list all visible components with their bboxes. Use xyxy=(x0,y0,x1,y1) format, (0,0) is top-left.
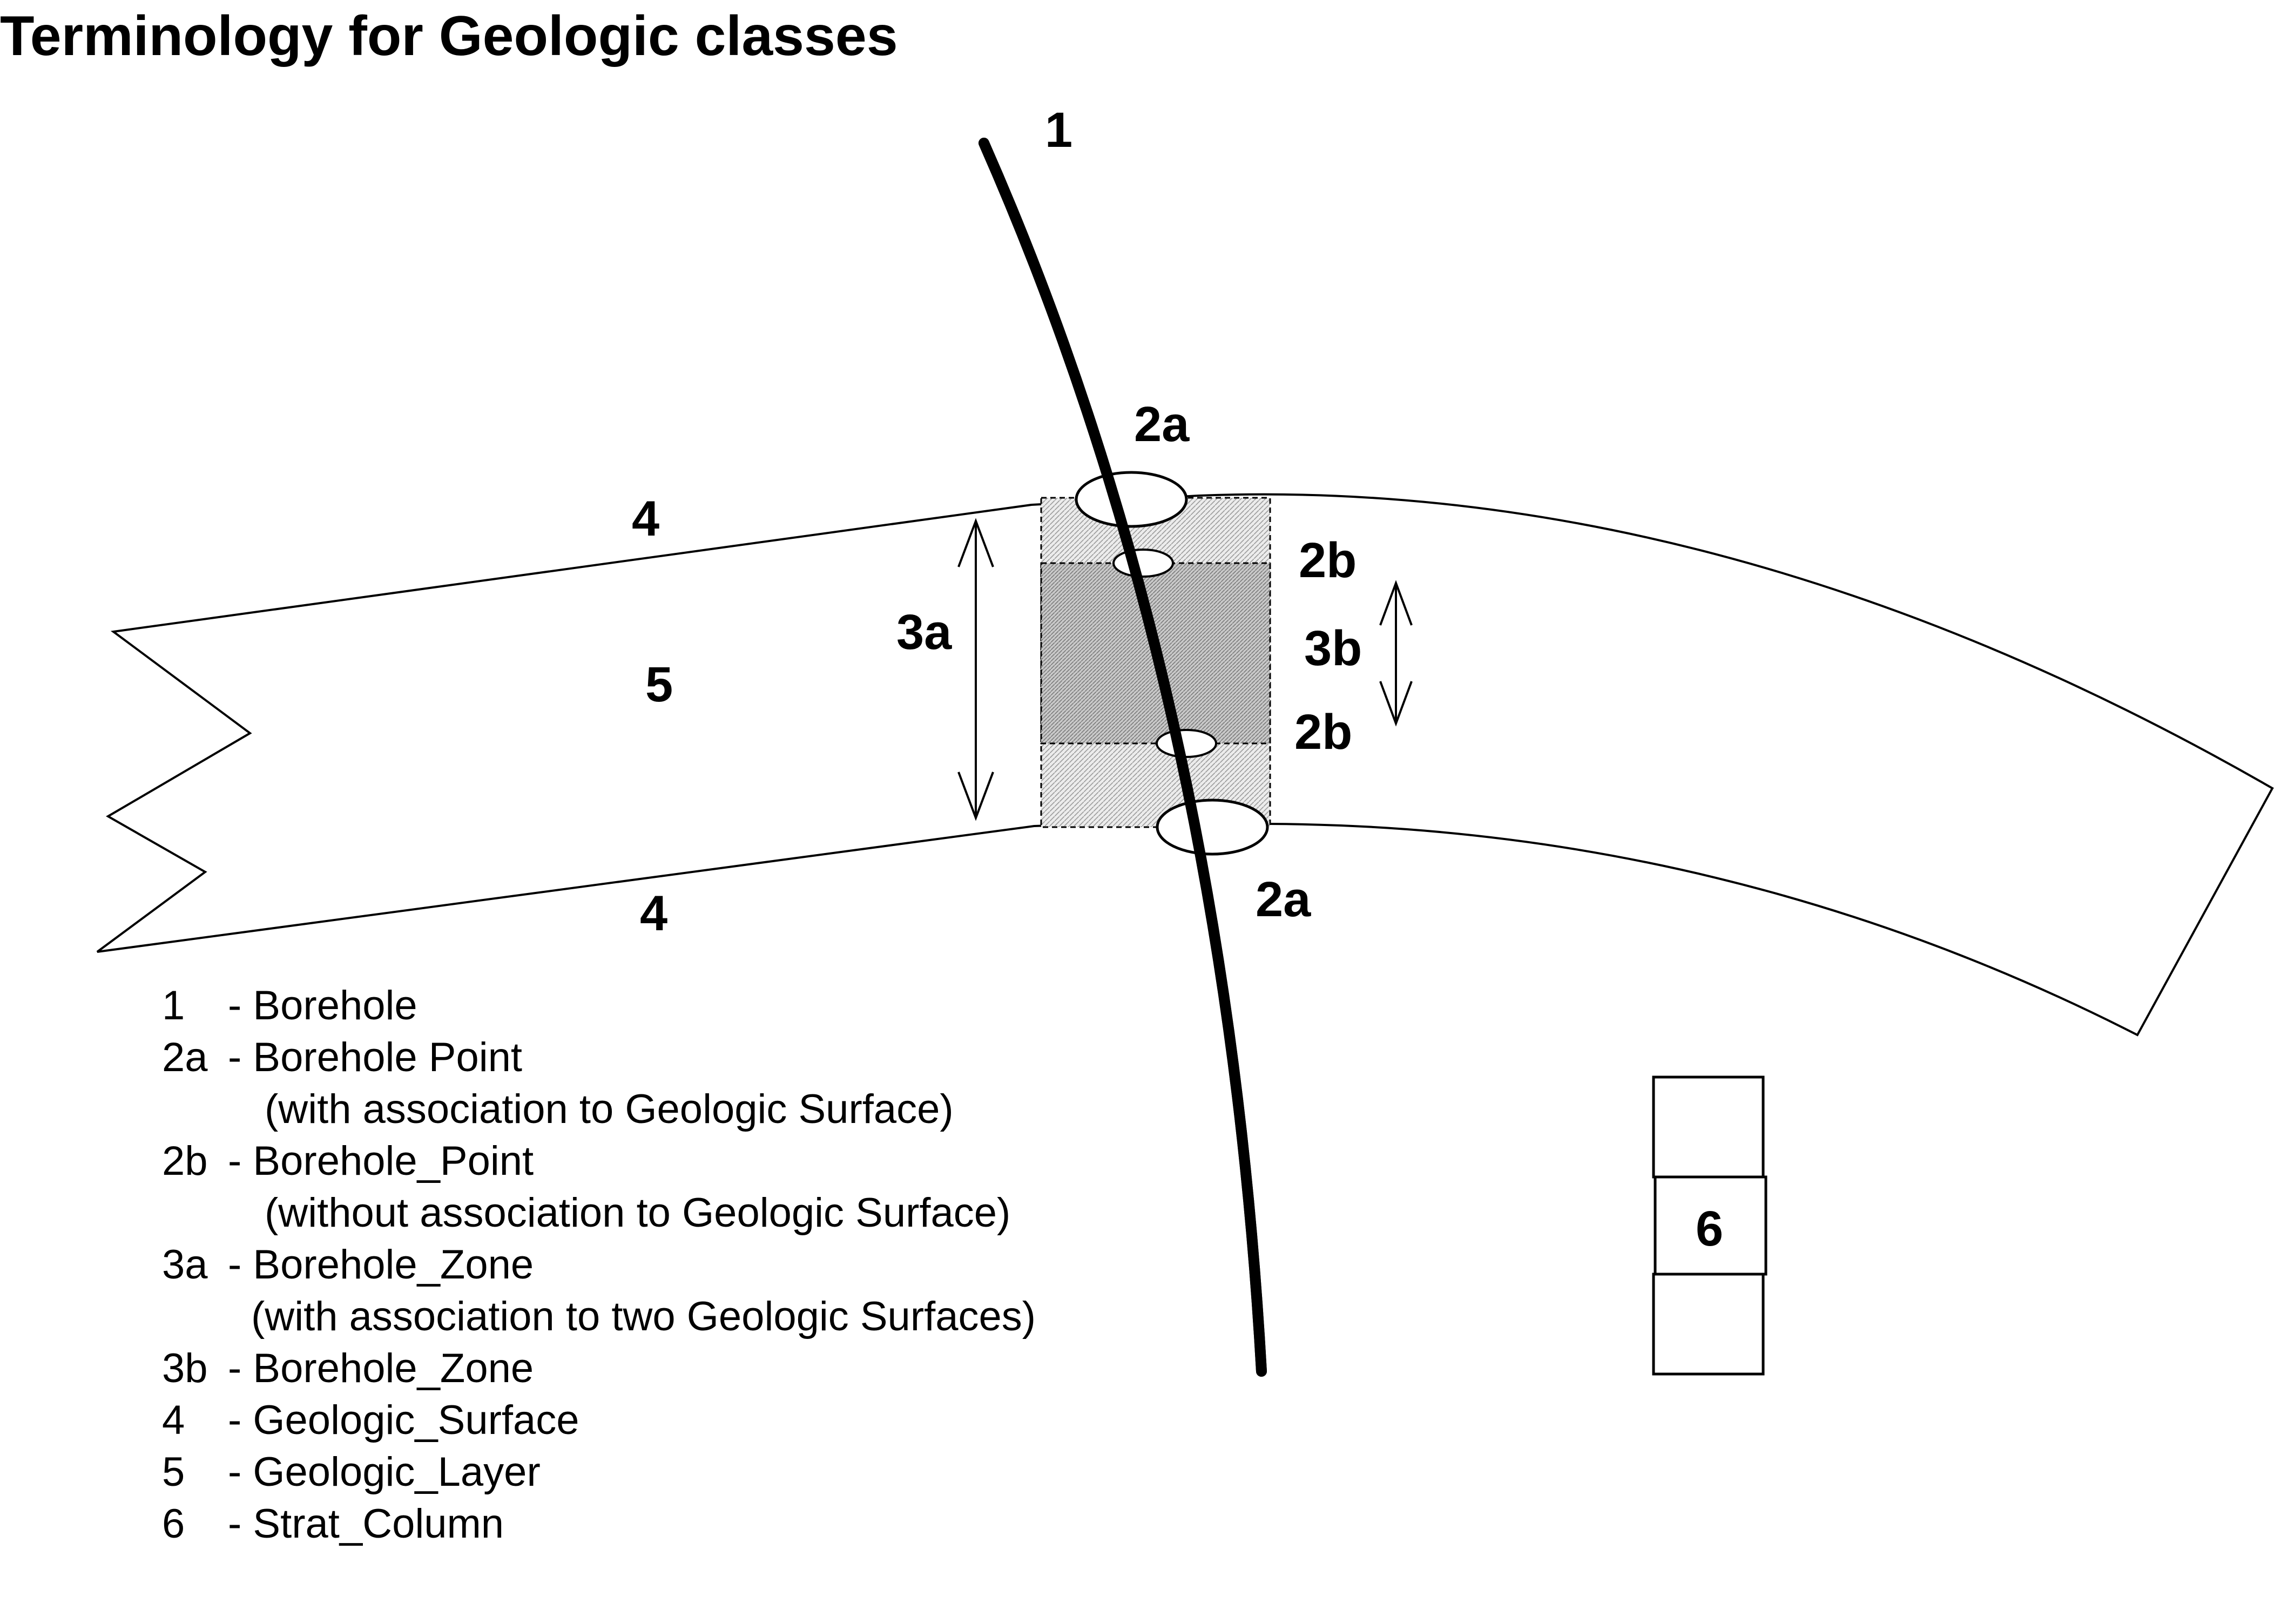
label-point-2b-lower: 2b xyxy=(1294,705,1353,760)
label-point-2a-bottom: 2a xyxy=(1256,872,1311,927)
label-point-2b-upper: 2b xyxy=(1299,533,1357,588)
page-title: Terminology for Geologic classes xyxy=(0,5,898,67)
legend-item-note: (with association to Geologic Surface) xyxy=(265,1086,954,1132)
legend-item: 1- Borehole xyxy=(162,983,417,1028)
label-point-2a-top: 2a xyxy=(1134,397,1190,452)
legend-item: 4- Geologic_Surface xyxy=(162,1397,579,1443)
label-zone-3a: 3a xyxy=(896,605,952,660)
legend-item: 3a - Borehole_Zone xyxy=(162,1242,534,1288)
label-surface-top: 4 xyxy=(632,491,660,546)
legend-item: 2a - Borehole Point xyxy=(162,1034,522,1080)
legend-item: 3b - Borehole_Zone xyxy=(162,1345,534,1391)
legend-item: 6- Strat_Column xyxy=(162,1501,504,1547)
legend-item: 2b - Borehole_Point xyxy=(162,1138,534,1184)
label-strat-column: 6 xyxy=(1696,1201,1724,1256)
label-borehole: 1 xyxy=(1045,103,1073,158)
zone-3b-arrow xyxy=(1379,580,1413,727)
label-surface-bottom: 4 xyxy=(640,886,668,941)
borehole-point-2b-lower xyxy=(1156,729,1217,758)
legend-item-note: (without association to Geologic Surface… xyxy=(265,1190,1011,1236)
legend-item: 5- Geologic_Layer xyxy=(162,1449,541,1495)
borehole-point-2a-bottom xyxy=(1156,799,1269,856)
strat-column-shape xyxy=(1652,1075,1767,1376)
borehole-point-2a-top xyxy=(1075,471,1188,528)
legend: 1- Borehole 2a - Borehole Point (with ass… xyxy=(162,980,1036,1550)
label-zone-3b: 3b xyxy=(1304,621,1362,676)
borehole-point-2b-upper xyxy=(1112,549,1174,578)
label-layer: 5 xyxy=(645,657,673,712)
zone-3a-arrow xyxy=(957,518,994,821)
borehole-line-overlay xyxy=(979,138,1267,1377)
legend-item-note: (with association to two Geologic Surfac… xyxy=(251,1294,1036,1339)
